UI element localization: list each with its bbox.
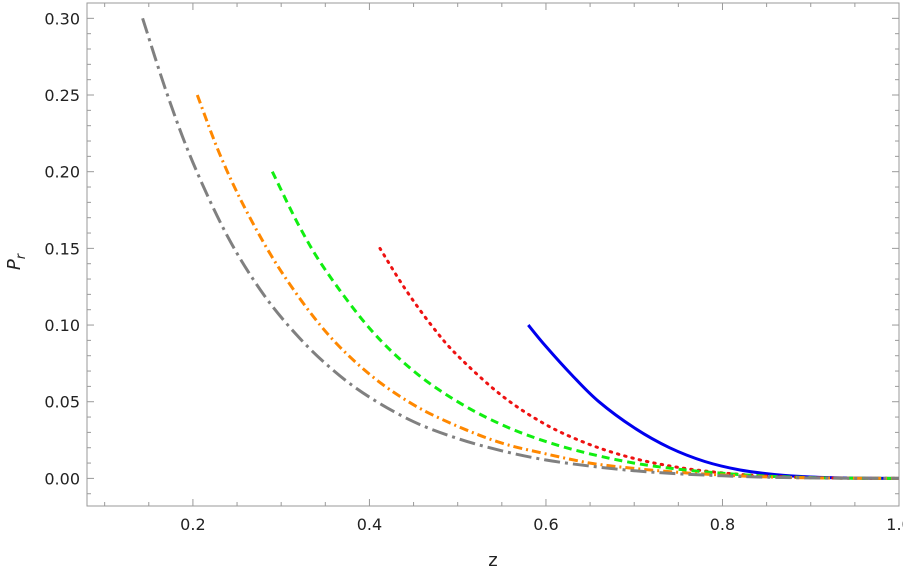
y-tick-label: 0.05 bbox=[44, 393, 80, 412]
y-axis-title-main: P bbox=[4, 259, 25, 270]
x-tick-label: 0.4 bbox=[357, 515, 382, 534]
x-axis-title: z bbox=[488, 550, 497, 571]
series-line-2 bbox=[378, 246, 901, 480]
y-tick-label: 0.20 bbox=[44, 163, 80, 182]
x-tick-label: 1.0 bbox=[886, 515, 903, 534]
y-tick-label: 0.30 bbox=[44, 9, 80, 28]
plot-frame bbox=[86, 2, 900, 507]
y-axis-title: Pr bbox=[4, 252, 29, 270]
x-tick-label: 0.8 bbox=[710, 515, 735, 534]
series-layer bbox=[141, 17, 901, 480]
y-ticks: 0.00 0.05 0.10 0.15 0.20 0.25 0.30 bbox=[44, 9, 899, 495]
y-tick-label: 0.25 bbox=[44, 86, 80, 105]
y-tick-label: 0.10 bbox=[44, 316, 80, 335]
series-line-1 bbox=[527, 324, 900, 480]
x-tick-label: 0.6 bbox=[533, 515, 558, 534]
series-line-3 bbox=[270, 171, 900, 480]
y-axis-title-sub: r bbox=[14, 252, 29, 259]
series-line-5 bbox=[141, 17, 900, 480]
x-ticks: 0.2 0.4 0.6 0.8 1.0 bbox=[104, 3, 903, 534]
y-tick-label: 0.00 bbox=[44, 469, 80, 488]
y-tick-label: 0.15 bbox=[44, 239, 80, 258]
series-line-4 bbox=[195, 94, 900, 480]
x-tick-label: 0.2 bbox=[180, 515, 205, 534]
